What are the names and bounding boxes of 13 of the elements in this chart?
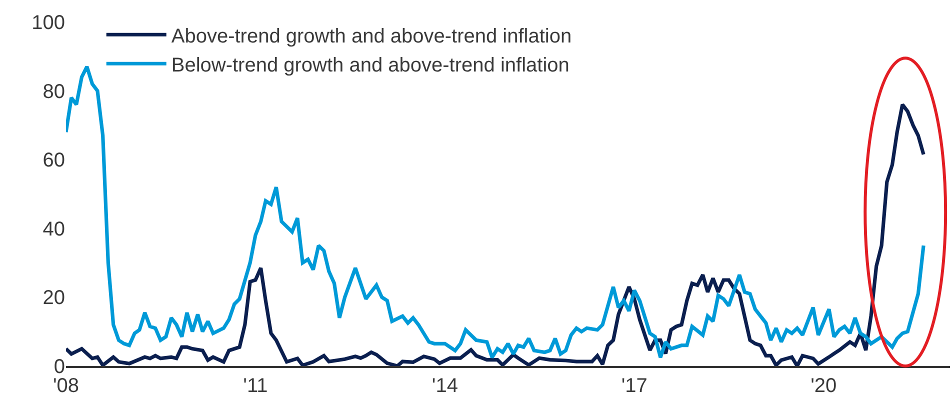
y-tick-label: 100 (32, 12, 65, 34)
y-tick-label: 80 (42, 80, 65, 103)
x-tick-label: '20 (810, 375, 837, 397)
x-tick-label: '17 (621, 375, 648, 397)
y-tick-label: 0 (54, 356, 65, 378)
x-tick-label: '08 (52, 375, 80, 397)
y-tick-label: 20 (42, 287, 65, 310)
y-tick-label: 40 (42, 218, 65, 240)
y-tick-label: 60 (42, 150, 65, 172)
legend-label: Above-trend growth and above-trend inflation (171, 25, 572, 48)
x-tick-label: '14 (432, 375, 458, 397)
legend-label: Below-trend growth and above-trend inflation (171, 54, 570, 76)
x-tick-label: '11 (243, 375, 268, 397)
